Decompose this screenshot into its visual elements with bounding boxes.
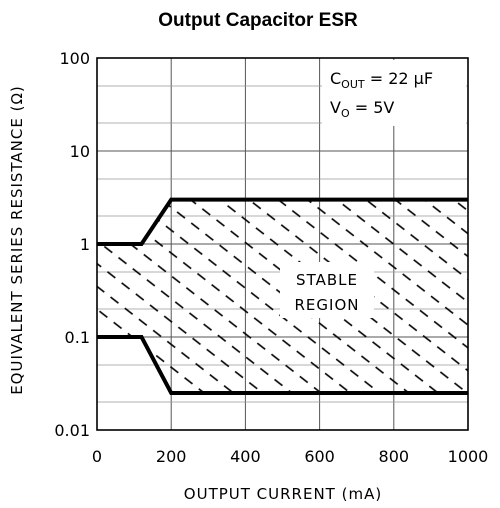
y-tick-labels: 0.01 0.1 1 10 100 bbox=[54, 49, 90, 440]
plot-frame bbox=[96, 57, 469, 431]
annotation-vo: VO = 5V bbox=[330, 98, 394, 120]
vo-main: V bbox=[330, 98, 341, 117]
cout-sub: OUT bbox=[341, 78, 365, 91]
y-tick-label: 0.1 bbox=[65, 328, 90, 347]
y-tick-label: 100 bbox=[59, 49, 90, 68]
vo-sub: O bbox=[341, 107, 350, 120]
x-axis-label: OUTPUT CURRENT (mA) bbox=[184, 485, 382, 503]
region-label-line2: REGION bbox=[295, 296, 360, 314]
upper-boundary-line bbox=[97, 197, 468, 246]
y-axis-label: EQUIVALENT SERIES RESISTANCE (Ω) bbox=[8, 85, 26, 395]
x-tick-label: 1000 bbox=[448, 447, 489, 466]
annotation-cout: COUT = 22 μF bbox=[330, 69, 433, 91]
vo-value: = 5V bbox=[350, 98, 395, 117]
x-tick-label: 600 bbox=[304, 447, 335, 466]
region-label-bg bbox=[280, 262, 374, 318]
boundary-curves bbox=[97, 197, 468, 395]
y-tick-label: 1 bbox=[80, 235, 90, 254]
region-label-line1: STABLE bbox=[296, 271, 358, 289]
x-tick-label: 400 bbox=[230, 447, 261, 466]
x-tick-label: 200 bbox=[156, 447, 187, 466]
x-tick-labels: 0 200 400 600 800 1000 bbox=[92, 447, 488, 466]
x-tick-label: 800 bbox=[379, 447, 410, 466]
cout-value: = 22 μF bbox=[365, 69, 433, 88]
y-tick-label: 0.01 bbox=[54, 421, 90, 440]
annotation-box-bg bbox=[322, 60, 466, 126]
lower-boundary-line bbox=[97, 335, 468, 395]
y-tick-label: 10 bbox=[70, 142, 90, 161]
chart-title: Output Capacitor ESR bbox=[158, 10, 358, 31]
x-tick-label: 0 bbox=[92, 447, 102, 466]
cout-main: C bbox=[330, 69, 341, 88]
